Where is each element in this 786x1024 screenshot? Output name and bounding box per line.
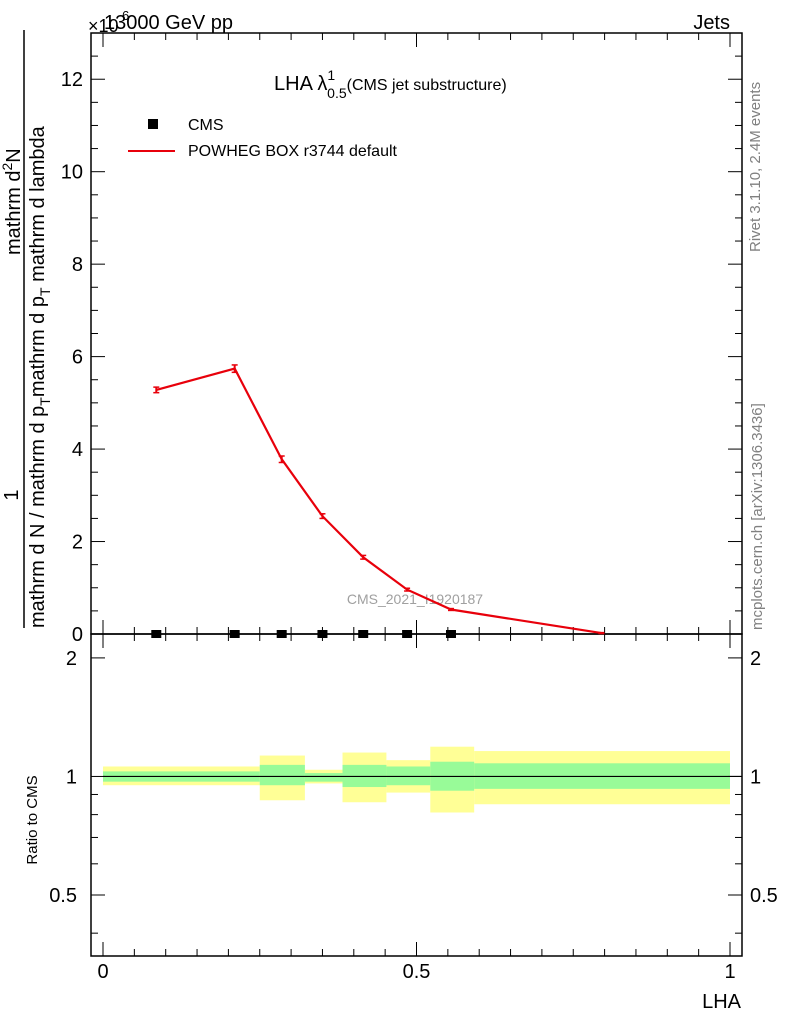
ratio-bands <box>103 746 742 813</box>
ratio-y-tick-label-right: 1 <box>750 766 761 788</box>
ylabel-bottom-sub: T <box>37 287 53 296</box>
cms-point <box>229 630 240 638</box>
ylabel-denominator-sub: T <box>37 397 53 406</box>
cms-point <box>445 630 456 638</box>
main-ylabel: 1 mathrm d N / mathrm d pTmathrm d pT ma… <box>0 30 53 628</box>
ylabel-top-end: N <box>3 148 25 162</box>
chart-title-suffix: (CMS jet substructure) <box>347 77 507 94</box>
chart-title-sup: 1 <box>327 67 335 83</box>
cms-point <box>317 630 328 638</box>
ylabel-numerator: 1 <box>1 489 23 500</box>
ratio-y-tick-label-left: 1 <box>66 766 77 788</box>
legend: CMS POWHEG BOX r3744 default <box>128 117 398 160</box>
main-y-tick-label: 2 <box>72 532 83 554</box>
main-y-ticks: 0 2 4 6 8 10 12 <box>61 32 742 646</box>
ratio-y-tick-label-left: 0.5 <box>49 885 77 907</box>
ratio-y-tick-label-right: 0.5 <box>750 885 778 907</box>
legend-cms-label: CMS <box>188 117 224 134</box>
ylabel-denominator: mathrm d N / mathrm d pTmathrm d pT math… <box>27 125 53 628</box>
main-y-tick-label: 12 <box>61 69 83 91</box>
x-tick-label: 0 <box>97 961 108 983</box>
energy-label: 13000 GeV pp <box>104 12 233 34</box>
ylabel-denominator-rest: mathrm d p <box>27 296 49 397</box>
ylabel-top: mathrm d2N <box>0 148 25 255</box>
cms-point <box>402 630 413 638</box>
main-y-tick-label: 6 <box>72 347 83 369</box>
ratio-y-ticks: 0.5 0.5 1 1 2 2 <box>49 648 778 934</box>
cms-point <box>358 630 369 638</box>
powheg-line <box>156 367 602 635</box>
legend-powheg-label: POWHEG BOX r3744 default <box>188 143 398 160</box>
ratio-ylabel: Ratio to CMS <box>24 775 41 864</box>
chart-title: LHA λ1 0.5(CMS jet substructure) <box>274 67 507 101</box>
main-y-tick-label: 10 <box>61 162 83 184</box>
exponent-power: 6 <box>122 8 129 23</box>
series-layer <box>151 364 605 638</box>
x-tick-label: 0.5 <box>403 961 431 983</box>
ylabel-top-text: mathrm d <box>3 171 25 255</box>
ratio-y-tick-label-right: 2 <box>750 648 761 670</box>
ratio-inner-band <box>304 773 343 782</box>
ylabel-denominator-text: mathrm d N / mathrm d p <box>27 406 49 628</box>
rivet-label: Rivet 3.1.10, 2.4M events <box>747 82 764 252</box>
main-y-tick-label: 4 <box>72 439 83 461</box>
process-label: Jets <box>693 12 730 34</box>
cms-point <box>276 630 287 638</box>
x-axis-label: LHA <box>702 991 742 1013</box>
chart-title-main: LHA λ <box>274 73 327 95</box>
ylabel-bottom-end: mathrm d lambda <box>27 125 49 287</box>
chart-title-sub: 0.5 <box>327 85 347 101</box>
x-tick-label: 1 <box>724 961 735 983</box>
ratio-y-tick-label-left: 2 <box>66 648 77 670</box>
x-ticks: 0 0.5 1 <box>97 33 736 983</box>
cms-point <box>151 630 162 638</box>
ratio-inner-band <box>259 764 305 786</box>
ylabel-top-sup: 2 <box>0 163 15 171</box>
main-y-tick-label: 8 <box>72 254 83 276</box>
legend-cms-marker <box>148 119 158 129</box>
mcplots-label: mcplots.cern.ch [arXiv:1306.3436] <box>749 403 766 630</box>
watermark: CMS_2021_I1920187 <box>347 591 483 607</box>
exponent-label: ×10 <box>88 16 119 36</box>
main-y-tick-label: 0 <box>72 624 83 646</box>
